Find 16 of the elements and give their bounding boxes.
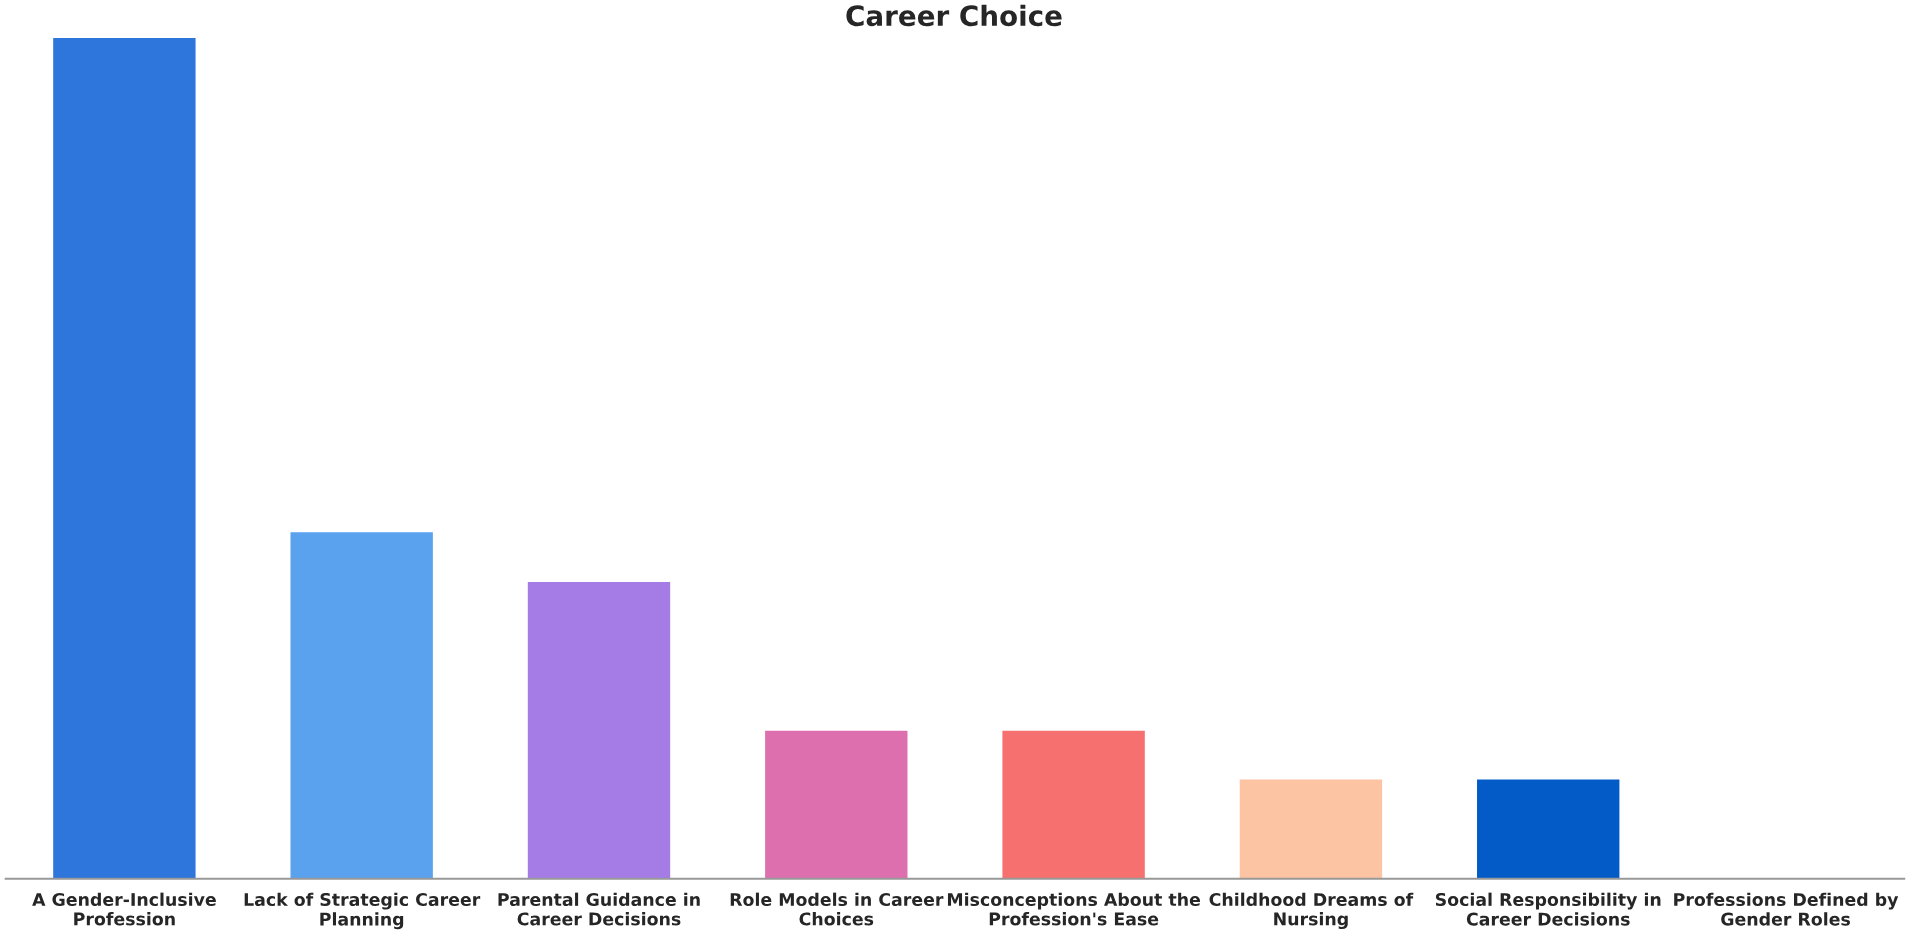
chart-title: Career Choice bbox=[846, 4, 1062, 27]
x-tick-label: Professions Defined by Gender Roles bbox=[1674, 892, 1899, 926]
bar bbox=[1002, 730, 1145, 879]
bar bbox=[53, 38, 196, 879]
x-tick-label: A Gender-Inclusive Profession bbox=[32, 892, 216, 926]
x-tick-label: Role Models in Career Choices bbox=[730, 892, 944, 926]
x-tick-label: Misconceptions About the Profession's Ease bbox=[947, 892, 1201, 926]
x-tick-label: Lack of Strategic Career Planning bbox=[244, 892, 481, 930]
bar bbox=[527, 581, 671, 879]
bar bbox=[1477, 779, 1620, 879]
bar bbox=[290, 532, 433, 879]
bar bbox=[1239, 779, 1383, 879]
x-tick-label: Social Responsibility in Career Decisions bbox=[1435, 892, 1661, 926]
bar bbox=[765, 730, 908, 879]
x-tick-label: Parental Guidance in Career Decisions bbox=[498, 892, 700, 926]
x-tick-label: Childhood Dreams of Nursing bbox=[1209, 892, 1414, 930]
